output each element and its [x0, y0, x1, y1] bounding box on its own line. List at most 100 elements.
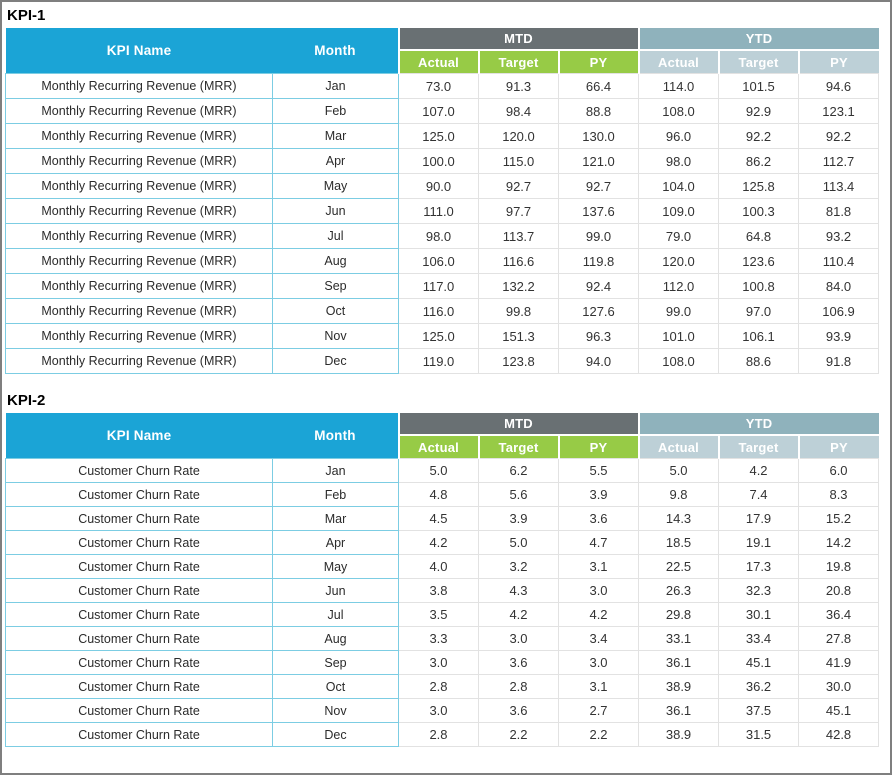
- ytd-actual-cell: 29.8: [638, 602, 720, 627]
- ytd-py-cell: 6.0: [798, 458, 880, 483]
- ytd-actual-cell: 114.0: [638, 73, 720, 99]
- mtd-py-header: PY: [557, 435, 639, 459]
- month-cell: Jan: [272, 73, 399, 99]
- mtd-py-cell: 137.6: [557, 198, 640, 224]
- table-row: Monthly Recurring Revenue (MRR) Oct 116.…: [5, 298, 880, 324]
- mtd-actual-cell: 119.0: [398, 348, 479, 374]
- mtd-actual-cell: 125.0: [398, 323, 479, 349]
- mtd-py-cell: 92.4: [557, 273, 640, 299]
- kpi-name-cell: Customer Churn Rate: [5, 602, 273, 627]
- ytd-actual-header: Actual: [637, 50, 719, 74]
- ytd-target-cell: 31.5: [718, 722, 800, 747]
- ytd-actual-cell: 109.0: [638, 198, 720, 224]
- table-row: Monthly Recurring Revenue (MRR) May 90.0…: [5, 173, 880, 199]
- mtd-py-header: PY: [557, 50, 639, 74]
- table-row: Monthly Recurring Revenue (MRR) Mar 125.…: [5, 123, 880, 149]
- ytd-actual-cell: 79.0: [638, 223, 720, 249]
- kpi-name-cell: Monthly Recurring Revenue (MRR): [5, 348, 273, 374]
- ytd-py-cell: 113.4: [798, 173, 880, 199]
- ytd-py-cell: 81.8: [798, 198, 880, 224]
- mtd-target-cell: 120.0: [478, 123, 559, 149]
- ytd-target-cell: 106.1: [718, 323, 800, 349]
- mtd-actual-cell: 117.0: [398, 273, 479, 299]
- mtd-py-cell: 3.6: [557, 506, 640, 531]
- mtd-actual-cell: 3.8: [398, 578, 479, 603]
- kpi-name-cell: Customer Churn Rate: [5, 506, 273, 531]
- mtd-target-cell: 3.6: [478, 650, 559, 675]
- ytd-target-cell: 30.1: [718, 602, 800, 627]
- month-cell: Feb: [272, 98, 399, 124]
- ytd-group-header: YTD: [637, 28, 879, 51]
- mtd-target-cell: 3.6: [478, 698, 559, 723]
- table-row: Customer Churn Rate Feb 4.8 5.6 3.9 9.8 …: [5, 482, 880, 507]
- ytd-py-header: PY: [797, 435, 879, 459]
- month-cell: Apr: [272, 530, 399, 555]
- ytd-py-cell: 36.4: [798, 602, 880, 627]
- table-row: Customer Churn Rate Apr 4.2 5.0 4.7 18.5…: [5, 530, 880, 555]
- ytd-actual-cell: 96.0: [638, 123, 720, 149]
- kpi-name-cell: Customer Churn Rate: [5, 674, 273, 699]
- kpi-name-column-header: KPI Name: [5, 28, 273, 74]
- table-row: Monthly Recurring Revenue (MRR) Jul 98.0…: [5, 223, 880, 249]
- table-row: Customer Churn Rate Nov 3.0 3.6 2.7 36.1…: [5, 698, 880, 723]
- mtd-py-cell: 96.3: [557, 323, 640, 349]
- ytd-target-cell: 33.4: [718, 626, 800, 651]
- month-cell: Aug: [272, 626, 399, 651]
- ytd-actual-cell: 120.0: [638, 248, 720, 274]
- ytd-actual-cell: 36.1: [638, 698, 720, 723]
- month-cell: Aug: [272, 248, 399, 274]
- ytd-py-cell: 112.7: [798, 148, 880, 174]
- ytd-target-cell: 45.1: [718, 650, 800, 675]
- mtd-py-cell: 3.0: [557, 578, 640, 603]
- group-header-row: KPI Name Month MTD YTD: [5, 28, 879, 74]
- month-cell: Dec: [272, 722, 399, 747]
- kpi-name-cell: Customer Churn Rate: [5, 626, 273, 651]
- ytd-py-cell: 30.0: [798, 674, 880, 699]
- mtd-py-cell: 121.0: [557, 148, 640, 174]
- table-row: Customer Churn Rate Oct 2.8 2.8 3.1 38.9…: [5, 674, 880, 699]
- mtd-target-cell: 151.3: [478, 323, 559, 349]
- ytd-py-cell: 110.4: [798, 248, 880, 274]
- table-row: Monthly Recurring Revenue (MRR) Nov 125.…: [5, 323, 880, 349]
- ytd-actual-cell: 108.0: [638, 98, 720, 124]
- table-row: Customer Churn Rate Jun 3.8 4.3 3.0 26.3…: [5, 578, 880, 603]
- mtd-actual-cell: 111.0: [398, 198, 479, 224]
- kpi-name-cell: Monthly Recurring Revenue (MRR): [5, 173, 273, 199]
- ytd-actual-cell: 22.5: [638, 554, 720, 579]
- month-cell: Nov: [272, 698, 399, 723]
- ytd-py-cell: 27.8: [798, 626, 880, 651]
- mtd-target-cell: 3.0: [478, 626, 559, 651]
- mtd-py-cell: 66.4: [557, 73, 640, 99]
- kpi-name-cell: Monthly Recurring Revenue (MRR): [5, 73, 273, 99]
- mtd-py-cell: 94.0: [557, 348, 640, 374]
- mtd-py-cell: 99.0: [557, 223, 640, 249]
- table-row: Customer Churn Rate May 4.0 3.2 3.1 22.5…: [5, 554, 880, 579]
- sub-header-row: Actual Target PY Actual Target PY: [6, 50, 879, 74]
- ytd-py-cell: 42.8: [798, 722, 880, 747]
- ytd-actual-cell: 38.9: [638, 722, 720, 747]
- mtd-target-cell: 5.0: [478, 530, 559, 555]
- mtd-py-cell: 2.2: [557, 722, 640, 747]
- month-column-header: Month: [272, 413, 399, 459]
- month-cell: Nov: [272, 323, 399, 349]
- table-row: Monthly Recurring Revenue (MRR) Jun 111.…: [5, 198, 880, 224]
- mtd-py-cell: 119.8: [557, 248, 640, 274]
- ytd-target-cell: 101.5: [718, 73, 800, 99]
- month-cell: Apr: [272, 148, 399, 174]
- mtd-target-cell: 91.3: [478, 73, 559, 99]
- mtd-actual-cell: 4.5: [398, 506, 479, 531]
- ytd-target-cell: 17.3: [718, 554, 800, 579]
- ytd-target-cell: 100.3: [718, 198, 800, 224]
- mtd-py-cell: 3.9: [557, 482, 640, 507]
- mtd-actual-cell: 90.0: [398, 173, 479, 199]
- kpi-name-column-header: KPI Name: [5, 413, 273, 459]
- mtd-actual-cell: 3.0: [398, 698, 479, 723]
- ytd-target-cell: 92.9: [718, 98, 800, 124]
- mtd-target-cell: 3.2: [478, 554, 559, 579]
- table-row: Monthly Recurring Revenue (MRR) Feb 107.…: [5, 98, 880, 124]
- mtd-actual-cell: 4.2: [398, 530, 479, 555]
- ytd-actual-header: Actual: [637, 435, 719, 459]
- ytd-actual-cell: 104.0: [638, 173, 720, 199]
- kpi-name-cell: Monthly Recurring Revenue (MRR): [5, 298, 273, 324]
- ytd-py-cell: 14.2: [798, 530, 880, 555]
